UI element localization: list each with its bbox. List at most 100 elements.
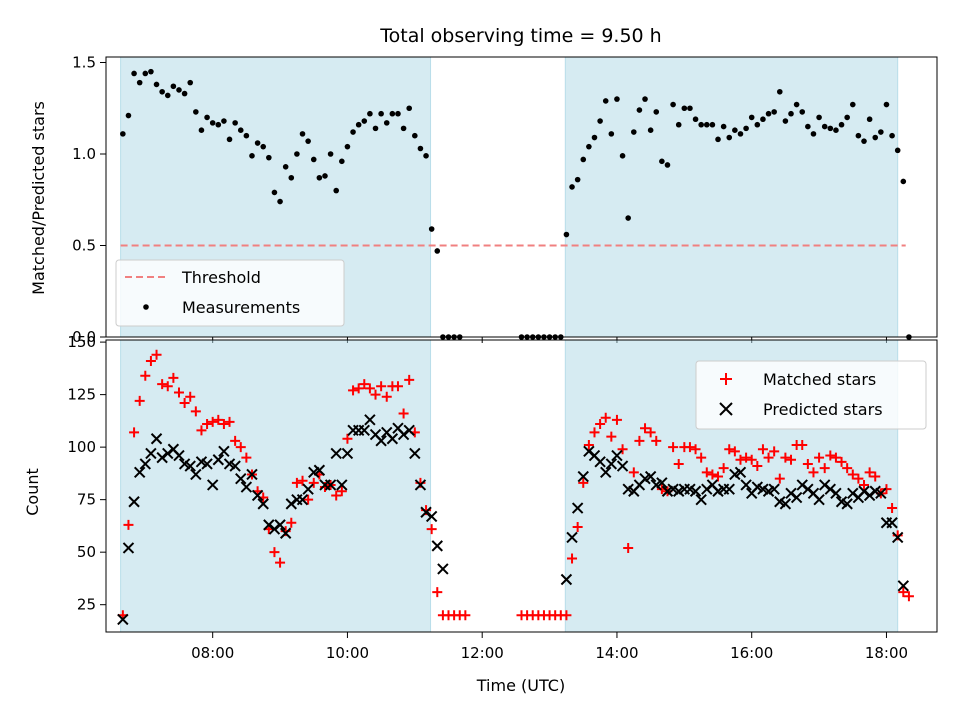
matched-stars-point bbox=[870, 471, 881, 482]
measurement-point bbox=[810, 131, 817, 137]
predicted-stars-point bbox=[336, 479, 348, 491]
measurement-point bbox=[782, 118, 789, 124]
measurement-point bbox=[608, 131, 615, 137]
count-legend-box bbox=[695, 360, 927, 430]
predicted-stars-point bbox=[173, 449, 185, 462]
predicted-stars-point bbox=[122, 542, 135, 554]
count-y-tick-label: 50 bbox=[77, 543, 96, 561]
ratio-y-axis-label: Matched/Predicted stars bbox=[29, 101, 48, 295]
measurement-point bbox=[277, 198, 283, 205]
measurement-point bbox=[344, 143, 351, 150]
measurement-point bbox=[412, 132, 418, 139]
ratio-plot-frame bbox=[105, 56, 938, 338]
measurement-point bbox=[653, 109, 660, 115]
measurement-point bbox=[894, 147, 901, 154]
measurement-point bbox=[844, 114, 850, 121]
matched-stars-point bbox=[426, 524, 437, 535]
measurement-point bbox=[580, 156, 587, 163]
matched-stars-point bbox=[578, 477, 589, 488]
predicted-stars-point bbox=[133, 466, 146, 479]
measurement-point bbox=[243, 132, 250, 139]
measurement-point bbox=[670, 101, 676, 108]
matched-stars-point bbox=[780, 452, 791, 463]
measurement-point bbox=[232, 120, 238, 126]
predicted-stars-point bbox=[875, 487, 887, 500]
matched-stars-point bbox=[690, 444, 701, 455]
matched-stars-point bbox=[572, 521, 583, 532]
measurement-point bbox=[372, 125, 379, 132]
measurement-point bbox=[434, 248, 441, 254]
matched-stars-point bbox=[398, 408, 409, 419]
x-axis-label: Time (UTC) bbox=[476, 676, 565, 695]
measurement-point bbox=[131, 70, 137, 77]
predicted-stars-point bbox=[785, 487, 797, 500]
matched-stars-point bbox=[589, 427, 600, 438]
matched-stars-point bbox=[718, 463, 729, 474]
predicted-stars-point bbox=[313, 464, 326, 476]
measurement-point bbox=[883, 101, 890, 108]
matched-stars-point bbox=[583, 440, 594, 451]
predicted-stars-point bbox=[364, 414, 376, 426]
matched-stars-point bbox=[213, 414, 224, 425]
measurement-point bbox=[872, 134, 879, 141]
predicted-stars-point bbox=[790, 491, 803, 504]
predicted-stars-point bbox=[656, 477, 668, 489]
matched-stars-point bbox=[129, 427, 140, 438]
ratio-y-tick-label: 0.0 bbox=[72, 328, 96, 346]
predicted-stars-point bbox=[218, 445, 230, 458]
predicted-stars-point bbox=[768, 483, 780, 495]
predicted-stars-point bbox=[571, 502, 584, 514]
measurement-point bbox=[271, 189, 278, 196]
count-y-axis-label: Count bbox=[23, 468, 42, 516]
predicted-stars-point bbox=[560, 573, 573, 586]
measurement-point bbox=[866, 116, 873, 123]
measurement-point bbox=[754, 121, 761, 128]
predicted-stars-point bbox=[279, 527, 292, 539]
measurement-point bbox=[316, 174, 323, 181]
measurement-point bbox=[125, 112, 132, 119]
measurement-point bbox=[602, 98, 609, 104]
predicted-stars-point bbox=[841, 498, 853, 510]
count-y-tick-label: 25 bbox=[77, 596, 96, 614]
measurement-point bbox=[760, 116, 766, 123]
threshold-legend-label: Threshold bbox=[181, 268, 261, 287]
measurement-point bbox=[299, 131, 306, 137]
measurement-point bbox=[900, 178, 907, 185]
measurement-point bbox=[793, 101, 800, 108]
predicted-stars-point bbox=[358, 424, 370, 437]
predicted-stars-point bbox=[431, 540, 443, 552]
matched-stars-point bbox=[190, 406, 201, 417]
predicted-stars-point bbox=[723, 483, 735, 495]
predicted-stars-point bbox=[375, 435, 387, 447]
measurement-point bbox=[142, 70, 149, 77]
measurement-point bbox=[153, 81, 160, 88]
measurement-point bbox=[563, 231, 570, 238]
measurement-point bbox=[687, 105, 693, 112]
predicted-stars-point bbox=[695, 493, 707, 506]
matched-stars-point bbox=[370, 389, 381, 400]
matched-stars-point bbox=[684, 442, 695, 453]
predicted-stars-point bbox=[734, 466, 747, 479]
matched-stars-point bbox=[286, 517, 297, 528]
measurement-point bbox=[597, 118, 603, 124]
predicted-stars-point bbox=[779, 498, 792, 510]
measurement-point bbox=[282, 164, 289, 170]
matched-stars-point bbox=[847, 469, 858, 480]
predicted-stars-point bbox=[813, 493, 825, 506]
matched-stars-point bbox=[331, 490, 342, 501]
measurement-point bbox=[799, 109, 806, 115]
predicted-stars-point bbox=[212, 454, 225, 466]
matched-stars-point bbox=[808, 467, 819, 478]
predicted-stars-point bbox=[605, 458, 618, 470]
matched-stars-point bbox=[814, 452, 825, 463]
measurement-point bbox=[148, 68, 154, 75]
predicted-stars-point bbox=[409, 447, 421, 460]
measurement-point bbox=[720, 123, 727, 130]
matched-stars-point bbox=[825, 450, 836, 461]
predicted-stars-point bbox=[386, 433, 399, 445]
matched-stars-point bbox=[864, 467, 875, 478]
predicted-stars-point bbox=[145, 447, 157, 460]
measurement-point bbox=[619, 153, 626, 159]
matched-stars-point bbox=[673, 458, 684, 469]
